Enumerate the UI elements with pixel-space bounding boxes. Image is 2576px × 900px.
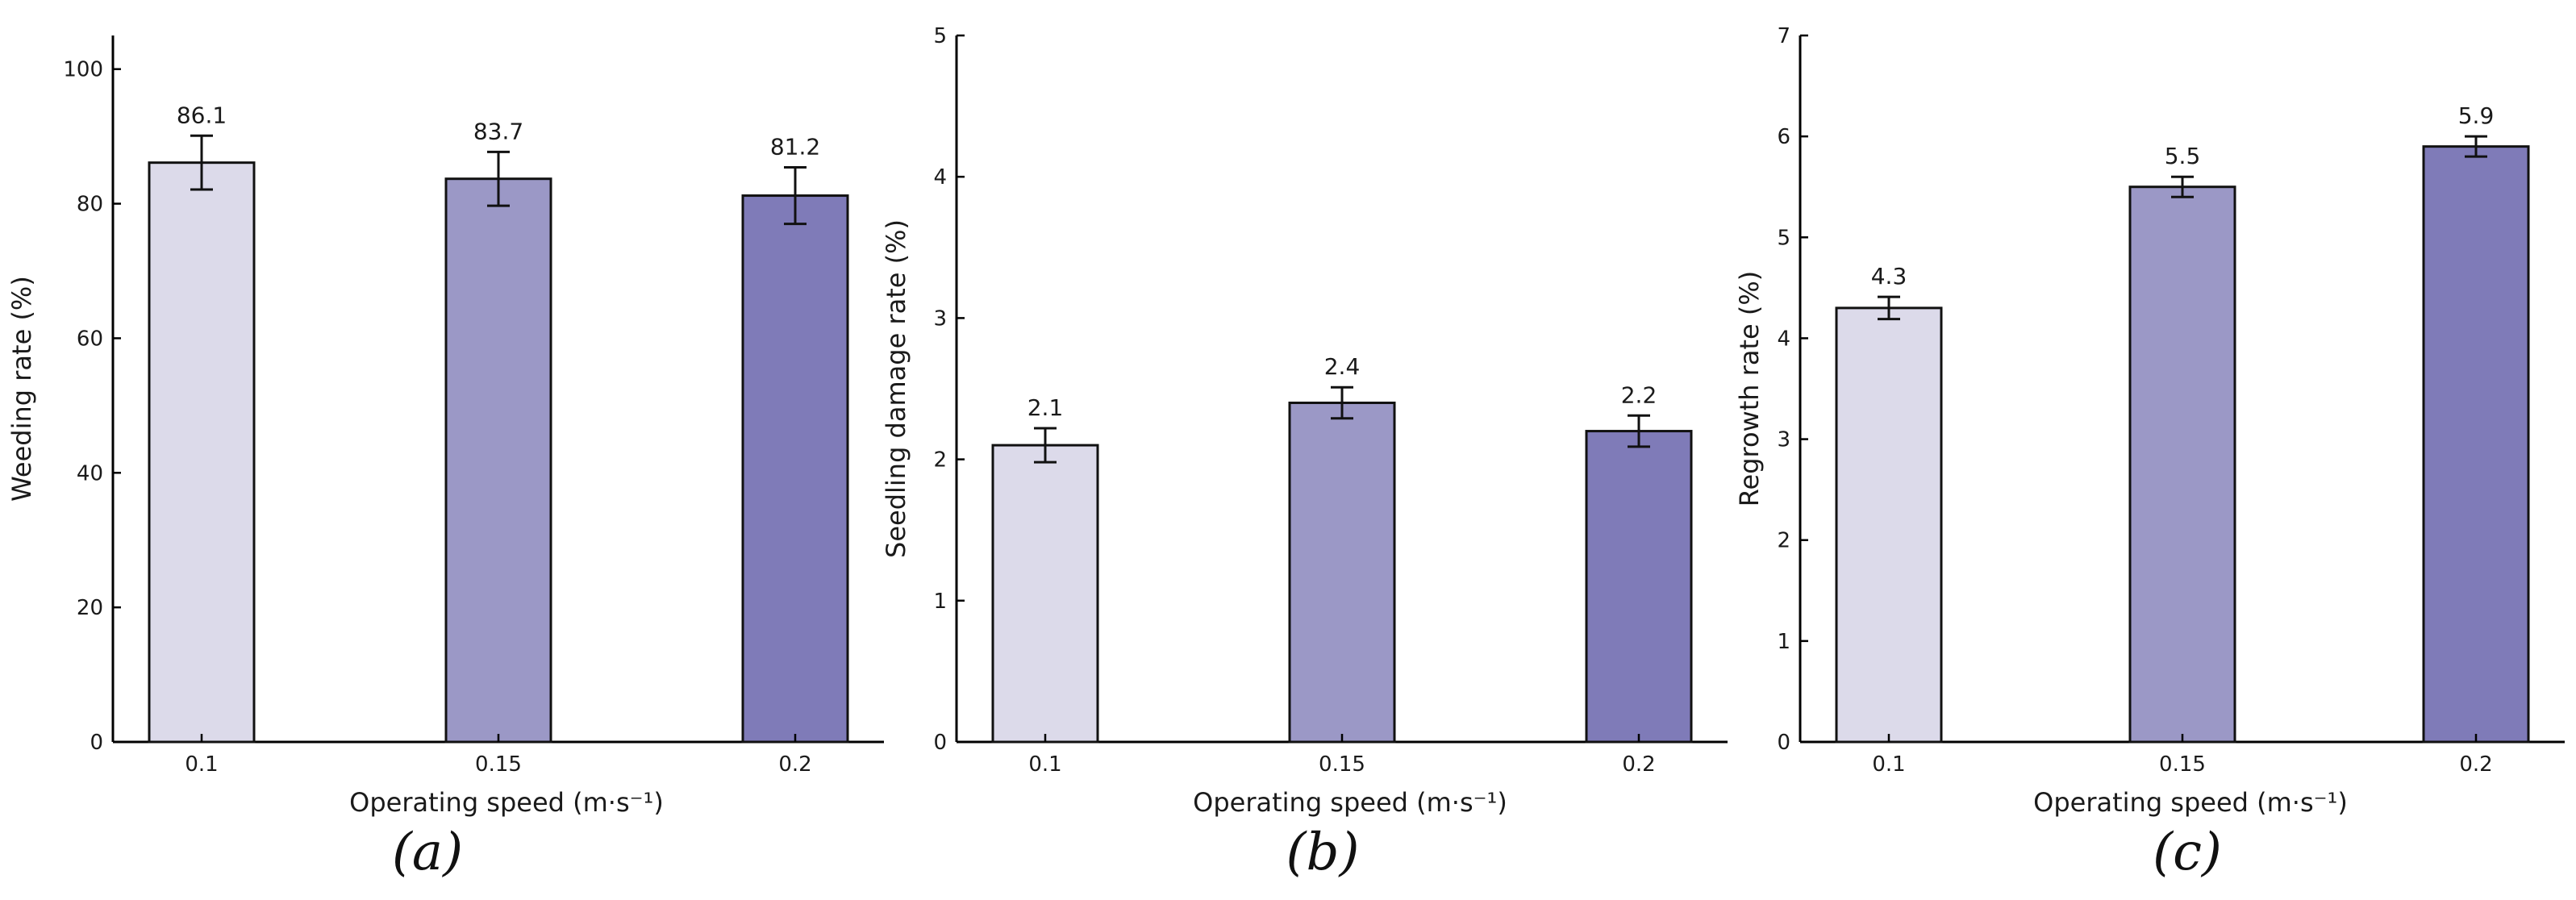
bar [2422,145,2530,744]
x-axis-title: Operating speed (m·s⁻¹) [2033,787,2348,818]
x-tick-label: 0.1 [1028,752,1061,777]
x-tick-label: 0.1 [1872,752,1905,777]
data-label: 2.2 [1621,381,1657,408]
y-tick-label: 6 [1777,125,1790,149]
y-tick-label: 80 [77,193,103,217]
x-tick-label: 0.15 [475,752,522,777]
x-tick-label: 0.15 [2159,752,2206,777]
y-tick-label: 5 [1777,226,1790,250]
data-label: 83.7 [473,118,523,144]
y-tick-label: 0 [933,731,947,755]
y-tick-label: 5 [933,24,947,48]
y-tick-label: 1 [933,590,947,614]
data-label: 2.1 [1027,394,1064,421]
bar [1835,306,1943,744]
y-tick-label: 2 [1777,529,1790,553]
data-label: 81.2 [770,134,820,160]
panel-label: (b) [1286,823,1360,882]
y-axis-title: Seedling damage rate (%) [881,219,911,558]
x-axis-title: Operating speed (m·s⁻¹) [349,787,664,818]
y-tick-label: 3 [1777,428,1790,452]
y-tick-label: 40 [77,461,103,485]
bar [444,177,552,744]
bar [2128,185,2236,744]
y-tick-label: 100 [63,58,103,82]
x-axis-title: Operating speed (m·s⁻¹) [1193,787,1507,818]
y-tick-label: 1 [1777,630,1790,654]
bar [148,161,256,744]
y-tick-label: 2 [933,448,947,473]
y-axis-title: Weeding rate (%) [6,276,37,502]
y-tick-label: 0 [90,731,103,755]
bar [741,194,849,744]
data-label: 5.5 [2165,143,2201,169]
y-axis-title: Regrowth rate (%) [1734,271,1765,507]
x-tick-label: 0.2 [2459,752,2492,777]
bar [1585,430,1693,744]
data-label: 2.4 [1324,353,1361,380]
y-tick-label: 3 [933,306,947,331]
y-tick-label: 4 [933,165,947,190]
x-tick-label: 0.15 [1319,752,1365,777]
panel-label: (c) [2153,823,2222,882]
data-label: 5.9 [2458,102,2495,129]
y-tick-label: 60 [77,327,103,351]
y-tick-label: 7 [1777,24,1790,48]
chart-panel-3: 0 1 2 3 4 5 6 7 4.3 0.1 5.5 0.15 5.9 0.2 Operating spe… [1734,24,2565,882]
data-label: 4.3 [1871,263,1907,290]
chart-panel-1: 0 20 40 60 80 100 86.1 0.1 83.7 0.15 81.2 0.2 Operat… [6,35,884,882]
x-tick-label: 0.2 [778,752,811,777]
chart-panel-2: 0 1 2 3 4 5 2.1 0.1 2.4 0.15 2.2 0.2 Operating speed… [881,24,1728,882]
y-tick-label: 0 [1777,731,1790,755]
y-tick-label: 20 [77,596,103,620]
y-tick-label: 4 [1777,327,1790,351]
data-label: 86.1 [177,102,227,128]
bar [991,444,1099,744]
x-tick-label: 0.1 [185,752,218,777]
panel-label: (a) [392,823,463,882]
bar [1288,402,1396,744]
x-tick-label: 0.2 [1622,752,1655,777]
